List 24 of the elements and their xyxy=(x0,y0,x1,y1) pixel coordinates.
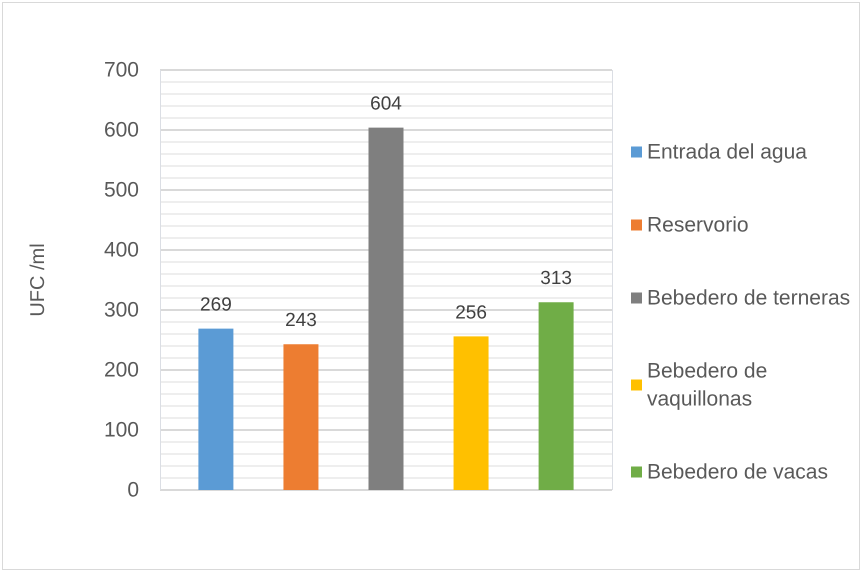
y-axis-title: UFC /ml xyxy=(27,243,49,317)
legend-label: Bebedero de vaquillonas xyxy=(647,360,774,410)
legend-label: Entrada del agua xyxy=(647,140,808,164)
y-tick-label: 200 xyxy=(104,358,139,382)
y-tick-label: 500 xyxy=(104,178,139,202)
legend-label: Bebedero de vacas xyxy=(647,460,828,484)
y-tick-label: 100 xyxy=(104,418,139,442)
y-tick-label: 400 xyxy=(104,238,139,262)
legend-label: Bebedero de terneras xyxy=(647,286,850,310)
y-tick-label: 600 xyxy=(104,118,139,142)
y-tick-label: 0 xyxy=(127,478,139,502)
data-label: 243 xyxy=(285,310,317,332)
bar xyxy=(454,336,489,490)
bar xyxy=(538,302,574,490)
bar xyxy=(283,344,318,490)
data-label: 604 xyxy=(370,94,402,115)
y-tick-label: 700 xyxy=(104,58,139,82)
bar xyxy=(368,128,404,490)
y-tick-label: 300 xyxy=(104,298,139,322)
data-label: 256 xyxy=(455,302,487,324)
data-label: 269 xyxy=(200,294,232,316)
data-label: 313 xyxy=(540,268,572,290)
legend-label: Reservorio xyxy=(647,214,749,236)
bar xyxy=(198,328,234,490)
